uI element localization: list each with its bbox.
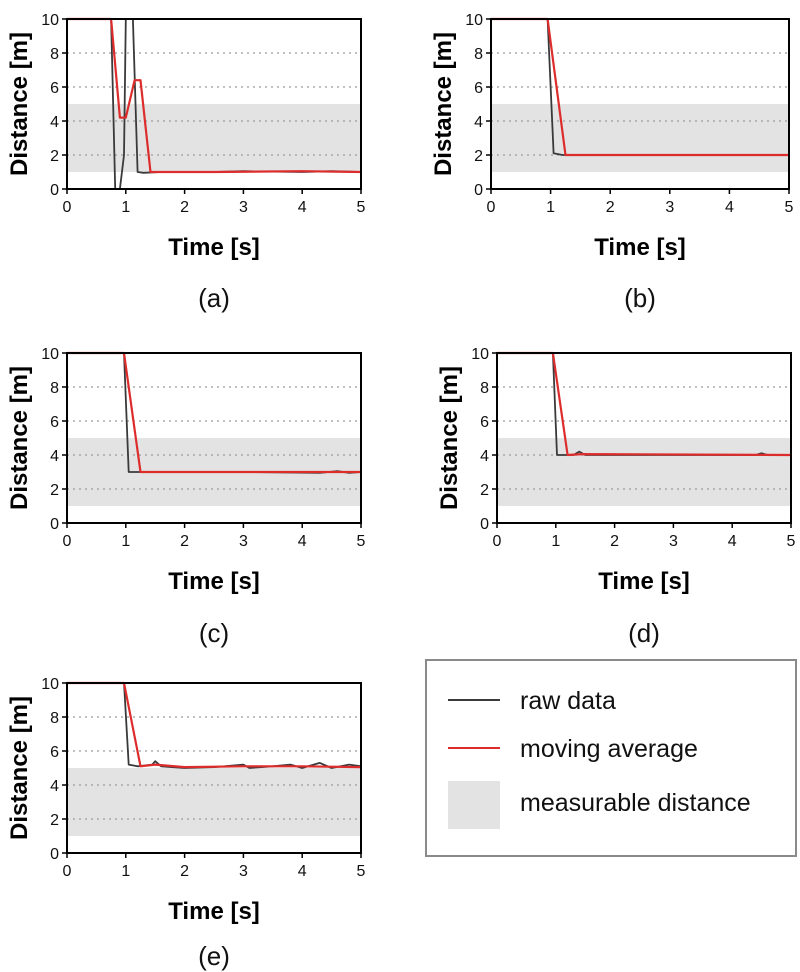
x-tick-label: 4 [298, 863, 307, 880]
y-tick-label: 4 [474, 114, 483, 131]
x-tick-label: 4 [298, 533, 307, 550]
x-tick-label: 0 [493, 533, 502, 550]
x-axis-title: Time [s] [168, 568, 260, 595]
x-tick-label: 1 [121, 533, 130, 550]
x-tick-label: 3 [239, 863, 248, 880]
y-axis-title: Distance [m] [430, 32, 457, 176]
x-tick-label: 2 [606, 199, 615, 216]
y-tick-label: 4 [480, 448, 489, 465]
y-tick-label: 10 [465, 12, 483, 29]
legend-raw-label: raw data [520, 687, 616, 715]
plot-frame [66, 682, 362, 854]
y-tick-label: 6 [50, 744, 59, 761]
chart-1: 0 2 4 6 8 10 0 1 2 3 4 5 Time [s] Distance [m] (a) [6, 12, 366, 313]
plot-frame [496, 352, 792, 524]
x-tick-label: 0 [63, 199, 72, 216]
measurable-band [67, 768, 361, 836]
legend-band-label: measurable distance [520, 789, 751, 817]
panel-caption: (e) [198, 941, 230, 971]
y-tick-label: 4 [50, 114, 59, 131]
chart-2: 0 2 4 6 8 10 0 1 2 3 4 5 Time [s] Distance [m] (b) [430, 12, 794, 313]
x-tick-label: 4 [725, 199, 734, 216]
y-tick-label: 8 [50, 380, 59, 397]
y-tick-label: 2 [480, 482, 489, 499]
x-tick-label: 2 [610, 533, 619, 550]
y-axis-title: Distance [m] [6, 696, 33, 840]
measurable-band [497, 438, 791, 506]
x-tick-label: 5 [357, 199, 366, 216]
y-tick-label: 0 [480, 516, 489, 533]
x-tick-label: 5 [787, 533, 796, 550]
x-tick-label: 2 [180, 199, 189, 216]
plot-frame [490, 18, 790, 190]
x-tick-label: 3 [669, 533, 678, 550]
x-tick-label: 3 [665, 199, 674, 216]
x-tick-label: 4 [728, 533, 737, 550]
panel-caption: (b) [624, 283, 656, 313]
legend-band-swatch [448, 781, 500, 829]
x-tick-label: 1 [121, 199, 130, 216]
panel-caption: (a) [198, 283, 230, 313]
measurable-band [67, 104, 361, 172]
x-tick-label: 2 [180, 533, 189, 550]
y-tick-label: 2 [50, 482, 59, 499]
y-tick-label: 8 [480, 380, 489, 397]
x-axis-title: Time [s] [598, 568, 690, 595]
x-axis-title: Time [s] [594, 234, 686, 261]
panel-caption: (c) [199, 618, 229, 648]
y-tick-label: 6 [50, 414, 59, 431]
x-axis-title: Time [s] [168, 234, 260, 261]
moving-average-line [67, 681, 362, 769]
x-axis-title: Time [s] [168, 898, 260, 925]
y-tick-label: 6 [480, 414, 489, 431]
y-tick-label: 10 [41, 12, 59, 29]
x-tick-label: 5 [785, 199, 794, 216]
x-tick-label: 3 [239, 199, 248, 216]
y-tick-label: 0 [50, 182, 59, 199]
x-tick-label: 1 [546, 199, 555, 216]
y-axis-title: Distance [m] [6, 366, 33, 510]
y-tick-label: 8 [474, 46, 483, 63]
y-axis-title: Distance [m] [6, 32, 33, 176]
plot-frame [66, 18, 362, 190]
y-axis-title: Distance [m] [436, 366, 463, 510]
y-tick-label: 2 [474, 148, 483, 165]
y-tick-label: 10 [41, 346, 59, 363]
legend: raw data moving average measurable dista… [425, 659, 797, 857]
plot-frame [66, 352, 362, 524]
y-tick-label: 6 [50, 80, 59, 97]
panel-caption: (d) [628, 618, 660, 648]
y-tick-label: 8 [50, 710, 59, 727]
chart-3: 0 2 4 6 8 10 0 1 2 3 4 5 Time [s] Distance [m] (c) [6, 346, 366, 648]
raw-data-line [67, 682, 362, 769]
y-tick-label: 4 [50, 448, 59, 465]
x-tick-label: 5 [357, 863, 366, 880]
x-tick-label: 1 [121, 863, 130, 880]
y-tick-label: 0 [474, 182, 483, 199]
y-tick-label: 2 [50, 812, 59, 829]
x-tick-label: 0 [487, 199, 496, 216]
y-tick-label: 10 [41, 676, 59, 693]
x-tick-label: 0 [63, 533, 72, 550]
y-tick-label: 2 [50, 148, 59, 165]
x-tick-label: 3 [239, 533, 248, 550]
y-tick-label: 4 [50, 778, 59, 795]
x-tick-label: 1 [551, 533, 560, 550]
y-tick-label: 0 [50, 846, 59, 863]
x-tick-label: 0 [63, 863, 72, 880]
legend-average-label: moving average [520, 735, 698, 763]
x-tick-label: 5 [357, 533, 366, 550]
x-tick-label: 2 [180, 863, 189, 880]
chart-5: 0 2 4 6 8 10 0 1 2 3 4 5 Time [s] Distance [m] (e) [6, 676, 366, 971]
y-tick-label: 8 [50, 46, 59, 63]
x-tick-label: 4 [298, 199, 307, 216]
moving-average-line [67, 17, 362, 174]
measurable-band [491, 104, 789, 172]
chart-4: 0 2 4 6 8 10 0 1 2 3 4 5 Time [s] Distance [m] (d) [436, 346, 796, 648]
y-tick-label: 6 [474, 80, 483, 97]
y-tick-label: 0 [50, 516, 59, 533]
y-tick-label: 10 [471, 346, 489, 363]
